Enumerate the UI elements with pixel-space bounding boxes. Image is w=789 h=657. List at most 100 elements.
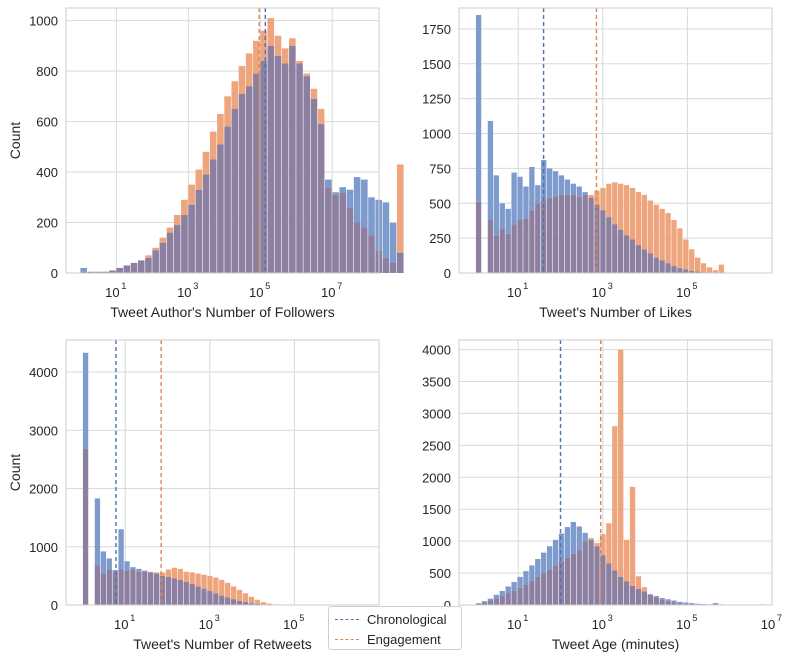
bar-engagement: [606, 183, 612, 218]
bar-overlap: [475, 603, 482, 605]
bar-engagement: [230, 586, 237, 600]
bar-engagement: [171, 567, 178, 579]
bar-chronological: [523, 571, 529, 585]
bar-engagement: [145, 255, 152, 258]
bar-engagement: [254, 599, 260, 604]
bar-engagement: [183, 571, 189, 582]
bar-overlap: [173, 225, 181, 273]
bar-overlap: [296, 63, 303, 274]
bar-chronological: [339, 187, 347, 193]
bar-engagement: [152, 247, 159, 251]
bar-overlap: [177, 579, 183, 605]
bar-chronological: [564, 179, 571, 195]
x-tick-label: 10: [249, 285, 263, 300]
y-tick-label: 1000: [29, 540, 58, 555]
bar-overlap: [546, 569, 553, 605]
bar-engagement: [242, 593, 249, 603]
bar-engagement: [209, 131, 217, 160]
bar-chronological: [368, 197, 375, 236]
x-tick-label: 10: [676, 617, 690, 632]
bar-engagement: [238, 66, 246, 94]
bar-overlap: [109, 270, 116, 273]
bar-chronological: [493, 175, 500, 236]
bar-engagement: [260, 602, 266, 605]
bar-overlap: [594, 204, 600, 273]
bar-engagement: [623, 185, 630, 236]
x-tick-exponent: 5: [692, 613, 697, 623]
bar-chronological: [529, 565, 535, 581]
bar-overlap: [618, 229, 624, 273]
bar-engagement: [289, 38, 296, 46]
bar-overlap: [207, 591, 213, 605]
bar-overlap: [618, 576, 624, 605]
bar-chronological: [683, 602, 689, 604]
bar-overlap: [260, 61, 267, 273]
bar-overlap: [683, 269, 689, 273]
x-axis-label: Tweet Age (minutes): [552, 636, 680, 652]
legend-item-engagement: Engagement: [335, 629, 441, 649]
bar-chronological: [118, 529, 124, 570]
bar-overlap: [148, 572, 154, 605]
bar-overlap: [499, 596, 505, 605]
bar-chronological: [689, 603, 695, 605]
bar-overlap: [635, 589, 642, 605]
bar-engagement: [629, 187, 636, 240]
bar-overlap: [183, 581, 189, 605]
bar-overlap: [201, 588, 207, 605]
bar-engagement: [224, 96, 231, 127]
bar-chronological: [558, 175, 565, 195]
bar-overlap: [100, 573, 107, 605]
x-tick-label: 10: [199, 617, 213, 632]
bar-engagement: [166, 227, 174, 233]
bar-overlap: [225, 597, 231, 605]
x-tick-exponent: 1: [121, 281, 126, 291]
bar-engagement: [618, 183, 624, 230]
bar-overlap: [189, 584, 195, 605]
x-tick-label: 10: [507, 617, 521, 632]
bar-engagement: [635, 576, 642, 590]
x-tick-exponent: 3: [608, 281, 613, 291]
x-tick-label: 10: [676, 285, 690, 300]
bar-overlap: [254, 603, 260, 605]
bar-engagement: [665, 213, 671, 264]
bar-engagement: [612, 182, 618, 225]
bar-engagement: [225, 582, 231, 598]
bar-engagement: [248, 596, 255, 604]
bar-overlap: [209, 159, 217, 273]
y-tick-label: 3500: [422, 375, 451, 390]
bar-engagement: [195, 169, 203, 190]
bar-engagement: [635, 192, 642, 246]
bar-engagement: [641, 194, 648, 250]
bar-chronological: [700, 604, 707, 605]
bar-engagement: [653, 204, 659, 258]
bar-overlap: [570, 194, 576, 273]
bar-overlap: [659, 599, 665, 605]
bar-chronological: [576, 186, 582, 197]
bar-engagement: [202, 151, 210, 175]
bar-engagement: [671, 220, 677, 267]
bar-overlap: [112, 572, 118, 605]
bar-overlap: [493, 598, 500, 605]
y-tick-label: 200: [36, 216, 58, 231]
bar-engagement: [706, 267, 713, 273]
bar-overlap: [558, 561, 565, 605]
bar-overlap: [671, 266, 677, 273]
bar-chronological: [130, 567, 136, 570]
bar-chronological: [487, 120, 494, 220]
x-axis-label: Tweet's Number of Retweets: [133, 636, 312, 652]
y-tick-label: 1000: [422, 534, 451, 549]
bar-overlap: [281, 63, 289, 274]
bar-overlap: [689, 270, 695, 273]
bar-overlap: [396, 252, 404, 273]
bar-engagement: [618, 349, 624, 577]
bar-chronological: [82, 352, 89, 449]
y-tick-label: 3000: [422, 406, 451, 421]
x-tick-exponent: 3: [608, 613, 613, 623]
bar-overlap: [87, 271, 95, 273]
bar-chronological: [475, 14, 482, 202]
bar-overlap: [245, 86, 253, 273]
bar-chronological: [517, 176, 523, 220]
bar-engagement: [641, 587, 648, 592]
bar-engagement: [629, 486, 636, 586]
